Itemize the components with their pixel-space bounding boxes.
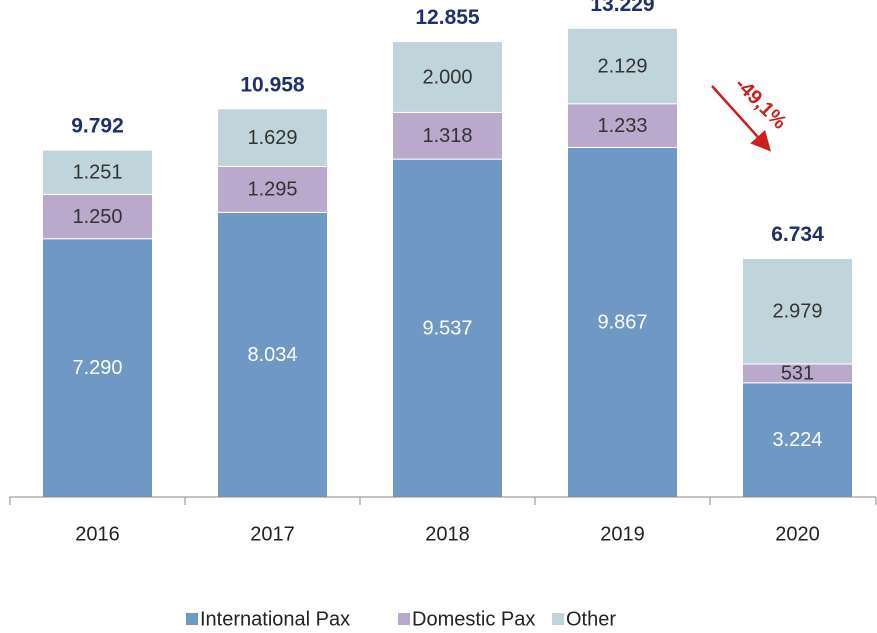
total-label: 13.229 [590,0,654,16]
bar-segment [217,211,328,498]
total-label: 12.855 [415,6,480,29]
value-label: 531 [781,363,814,385]
value-label: 2.979 [772,300,822,322]
bar-segment [217,108,328,167]
value-label: 2.129 [597,55,647,77]
legend-label: Other [566,608,616,630]
value-label: 1.233 [597,115,647,137]
bar-segment [217,165,328,213]
bar-segment [742,257,853,365]
legend-label: Domestic Pax [412,608,535,630]
legend-label: International Pax [200,608,350,630]
value-label: 9.867 [597,311,647,333]
total-label: 10.958 [240,73,305,96]
value-label: 1.295 [247,179,297,201]
bar-segment [42,149,153,195]
bar-segment [567,27,678,105]
trend-arrow [711,85,772,152]
value-label: 3.224 [772,429,822,451]
x-tick-label: 2020 [775,523,820,545]
bar-segment [392,41,503,113]
bar-segment [567,146,678,498]
bar-segment [567,103,678,148]
annotation: -49,1% [730,73,791,134]
x-tick-label: 2016 [75,523,120,545]
legend-swatch [552,613,564,625]
value-label: 9.537 [422,317,472,339]
bar-segment [392,158,503,498]
value-label: 7.290 [72,357,122,379]
total-label: 9.792 [71,115,124,138]
bar-segment [42,193,153,240]
total-label: 6.734 [771,223,824,246]
legend-swatch [186,613,198,625]
value-label: 1.318 [422,125,472,147]
x-tick-label: 2018 [425,523,470,545]
x-tick-label: 2017 [250,523,295,545]
value-label: 1.251 [72,162,122,184]
bar-segment [742,382,853,498]
value-label: 1.250 [72,206,122,228]
value-label: 1.629 [247,127,297,149]
x-tick-label: 2019 [600,523,645,545]
bar-segment [392,111,503,160]
value-label: 2.000 [422,66,472,88]
legend-swatch [398,613,410,625]
value-label: 8.034 [247,344,297,366]
